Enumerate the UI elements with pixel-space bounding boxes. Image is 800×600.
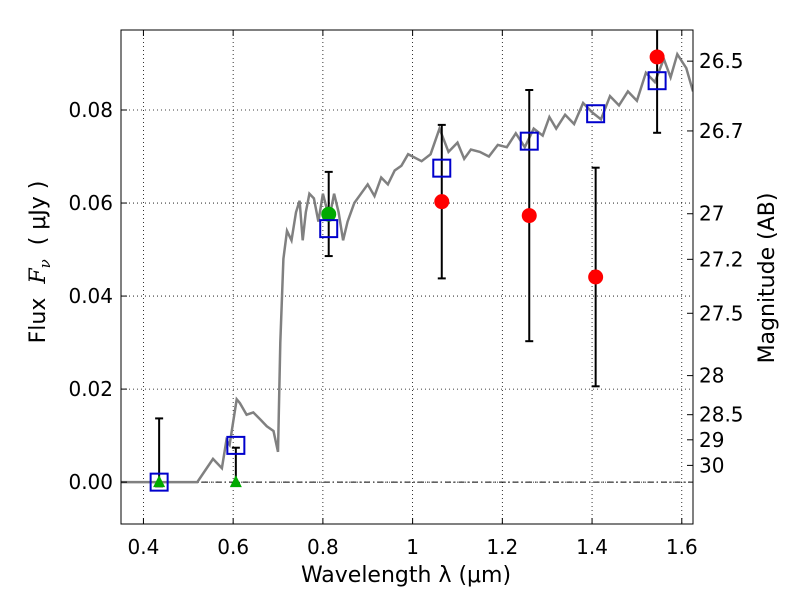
magnitude-tick-label: 26.5 — [699, 49, 744, 73]
green-upper-limit-point — [229, 475, 242, 488]
model-photometry-point — [586, 104, 606, 124]
x-tick-label: 0.6 — [217, 535, 249, 559]
model-photometry-point — [519, 131, 539, 151]
x-tick-label: 1 — [406, 535, 419, 559]
y-tick-label: 0.02 — [68, 377, 113, 401]
model-photometry-point — [319, 219, 339, 239]
y-axis-label-prefix: Flux — [26, 284, 51, 344]
green-upper-limit-point — [153, 475, 166, 488]
red-flux-point — [588, 269, 604, 285]
x-tick-label: 0.4 — [128, 535, 160, 559]
y-tick-label: 0.06 — [68, 191, 113, 215]
magnitude-tick-label: 30 — [699, 453, 724, 477]
model-photometry-point — [647, 71, 667, 91]
magnitude-tick-label: 27 — [699, 202, 724, 226]
x-axis-label: Wavelength λ (μm) — [301, 563, 511, 588]
magnitude-tick-label: 29 — [699, 428, 724, 452]
magnitude-tick-label: 27.2 — [699, 247, 744, 271]
red-flux-point — [521, 208, 537, 224]
x-tick-label: 1.6 — [666, 535, 698, 559]
plot-frame — [120, 29, 694, 525]
right-axis-label: Magnitude (AB) — [755, 193, 780, 364]
x-tick-label: 1.2 — [486, 535, 518, 559]
magnitude-tick-label: 27.5 — [699, 301, 744, 325]
y-axis-label-subscript: ν — [36, 259, 54, 268]
x-tick-label: 1.4 — [576, 535, 608, 559]
y-axis-label: Flux Fν ( μJy ) — [26, 181, 54, 344]
red-flux-point — [649, 49, 665, 65]
model-photometry-point — [149, 472, 169, 492]
model-photometry-point — [226, 435, 246, 455]
y-tick-label: 0.00 — [68, 470, 113, 494]
y-axis-label-suffix: ( μJy ) — [26, 181, 51, 260]
green-flux-point — [321, 206, 337, 222]
model-photometry-point — [432, 158, 452, 178]
y-axis-label-symbol: F — [26, 268, 51, 285]
magnitude-tick-label: 28 — [699, 364, 724, 388]
magnitude-tick-label: 28.5 — [699, 403, 744, 427]
x-tick-label: 0.8 — [307, 535, 339, 559]
y-tick-label: 0.04 — [68, 284, 113, 308]
x-axis-ticks: 0.4 0.6 0.8 1 1.2 1.4 1.6 — [128, 30, 698, 559]
series-layer — [121, 30, 693, 492]
red-flux-point — [434, 194, 450, 210]
magnitude-tick-label: 26.7 — [699, 119, 744, 143]
model-sed-line — [121, 51, 693, 484]
y-axis-ticks: 0.00 0.02 0.04 0.06 0.08 — [68, 98, 127, 494]
y-tick-label: 0.08 — [68, 98, 113, 122]
